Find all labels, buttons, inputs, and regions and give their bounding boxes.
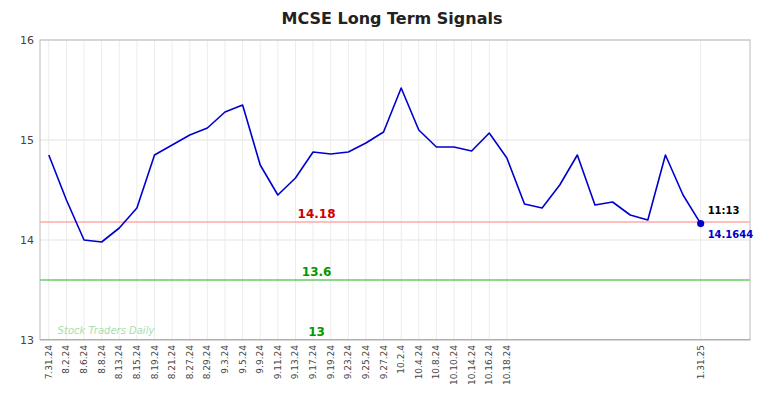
x-tick-label: 10.18.24 (502, 345, 512, 385)
x-tick-label: 1.31.25 (696, 345, 706, 379)
chart: MCSE Long Term Signals 13 14 15 16 7.31.24 8.2… (0, 0, 784, 398)
x-grid-line (172, 40, 173, 340)
x-tick-label: 9.5.24 (238, 345, 248, 374)
x-grid-line (84, 40, 85, 340)
x-tick-label: 10.2.4 (396, 345, 406, 374)
x-tick-label: 10.10.24 (449, 345, 459, 385)
x-tick-label: 9.13.24 (290, 345, 300, 380)
x-grid-line (207, 40, 208, 340)
reference-line (40, 339, 750, 340)
x-grid-line (224, 40, 225, 340)
reference-line (40, 221, 750, 223)
x-grid-line (471, 40, 472, 340)
x-tick-label: 8.27.24 (185, 345, 195, 380)
x-grid-line (295, 40, 296, 340)
watermark: Stock Traders Daily (58, 325, 156, 336)
x-tick-label: 9.25.24 (361, 345, 371, 380)
x-grid-line (154, 40, 155, 340)
x-tick-label: 9.27.24 (379, 345, 389, 380)
point (697, 220, 704, 227)
annotation: 11:13 (708, 205, 740, 216)
x-tick-label: 9.9.24 (255, 345, 265, 374)
x-grid-line (136, 40, 137, 340)
x-grid-line (401, 40, 402, 340)
x-grid-line (66, 40, 67, 340)
x-tick-label: 9.17.24 (308, 345, 318, 380)
marks (40, 88, 750, 340)
title: MCSE Long Term Signals (281, 9, 502, 28)
x-grid-line (330, 40, 331, 340)
x-grid-line (365, 40, 366, 340)
x-tick-label: 8.6.24 (79, 345, 89, 374)
reference-label: 13.6 (302, 265, 332, 279)
x-grid-line (348, 40, 349, 340)
x-grid-line (700, 40, 701, 340)
x-grid-line (313, 40, 314, 340)
x-tick-label: 8.19.24 (150, 345, 160, 380)
x-tick-label: 8.29.24 (202, 345, 212, 380)
x-tick-label: 9.23.24 (343, 345, 353, 380)
x-grid-line (48, 40, 49, 340)
y-tick-label: 16 (20, 34, 34, 47)
x-tick-label: 8.13.24 (114, 345, 124, 380)
x-tick-label: 8.2.24 (61, 345, 71, 374)
x-grid-line (489, 40, 490, 340)
x-grid-line (454, 40, 455, 340)
x-tick-label: 8.15.24 (132, 345, 142, 380)
x-tick-label: 10.4.24 (414, 345, 424, 380)
y-tick-label: 14 (20, 234, 34, 247)
x-tick-label: 10.14.24 (467, 345, 477, 385)
x-grid-line (242, 40, 243, 340)
x-grid-line (277, 40, 278, 340)
x-tick-label: 7.31.24 (44, 345, 54, 380)
x-tick-label: 10.8.24 (431, 345, 441, 380)
y-tick-label: 13 (20, 334, 34, 347)
y-grid-line (40, 240, 750, 241)
plot-frame (40, 40, 750, 340)
x-tick-label: 9.11.24 (273, 345, 283, 380)
data-label: 14.1644 (708, 229, 754, 240)
y-grid-line (40, 140, 750, 141)
x-grid-line (506, 40, 507, 340)
x-tick-label: 10.16.24 (484, 345, 494, 385)
reference-label: 13 (308, 325, 325, 339)
x-tick-label: 9.19.24 (326, 345, 336, 380)
x-tick-label: 8.8.24 (97, 345, 107, 374)
x-grid-line (101, 40, 102, 340)
reference-label: 14.18 (298, 207, 336, 221)
y-tick-label: 15 (20, 134, 34, 147)
x-grid-line (436, 40, 437, 340)
grid (40, 40, 750, 340)
x-tick-label: 8.21.24 (167, 345, 177, 380)
reference-line (40, 279, 750, 281)
x-grid-line (383, 40, 384, 340)
x-grid-line (189, 40, 190, 340)
x-tick-label: 9.3.24 (220, 345, 230, 374)
x-grid-line (260, 40, 261, 340)
labels: 14.18 13.6 13 14.1644 11:13 Stock Traders Dai… (58, 205, 754, 339)
x-grid-line (119, 40, 120, 340)
line (49, 88, 701, 242)
x-grid-line (418, 40, 419, 340)
